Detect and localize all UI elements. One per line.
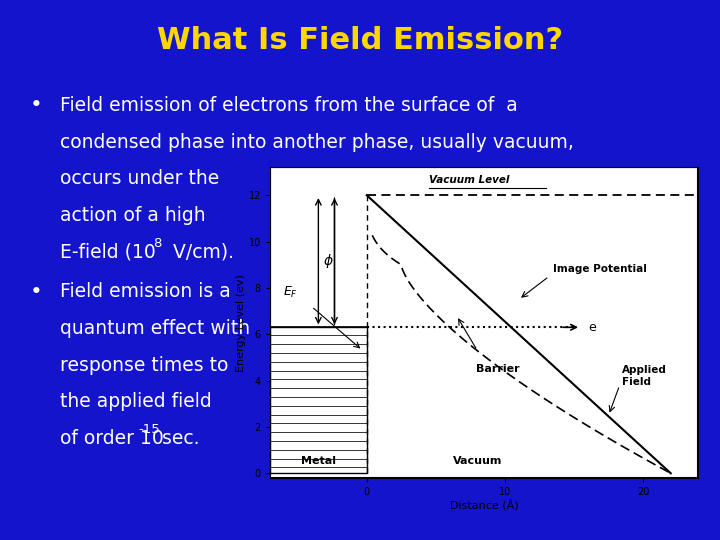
Text: response times to: response times to bbox=[60, 355, 229, 375]
Polygon shape bbox=[270, 327, 366, 473]
Y-axis label: Energy Level (ev): Energy Level (ev) bbox=[236, 274, 246, 372]
Text: condensed phase into another phase, usually vacuum,: condensed phase into another phase, usua… bbox=[60, 132, 575, 152]
Text: Field emission is a: Field emission is a bbox=[60, 282, 231, 301]
X-axis label: Distance (Å): Distance (Å) bbox=[450, 500, 518, 511]
Text: Barrier: Barrier bbox=[476, 364, 520, 374]
Text: V/cm).: V/cm). bbox=[167, 242, 234, 262]
Text: •: • bbox=[30, 281, 43, 302]
Text: What Is Field Emission?: What Is Field Emission? bbox=[157, 26, 563, 55]
Text: of order 10: of order 10 bbox=[60, 429, 164, 448]
Text: action of a high: action of a high bbox=[60, 206, 206, 225]
Text: •: • bbox=[30, 95, 43, 116]
Text: Metal: Metal bbox=[301, 456, 336, 467]
Text: Applied
Field: Applied Field bbox=[622, 365, 667, 387]
Text: e: e bbox=[588, 321, 595, 334]
Text: occurs under the: occurs under the bbox=[60, 169, 220, 188]
Text: 8: 8 bbox=[153, 237, 161, 250]
Text: the applied field: the applied field bbox=[60, 392, 212, 411]
Text: sec.: sec. bbox=[156, 429, 199, 448]
Text: $\phi$: $\phi$ bbox=[323, 252, 333, 270]
Text: -15: -15 bbox=[138, 423, 160, 436]
Text: $E_F$: $E_F$ bbox=[283, 285, 298, 300]
Text: Field emission of electrons from the surface of  a: Field emission of electrons from the sur… bbox=[60, 96, 518, 115]
Text: Image Potential: Image Potential bbox=[553, 265, 647, 274]
Text: E-field (10: E-field (10 bbox=[60, 242, 156, 262]
Text: quantum effect with: quantum effect with bbox=[60, 319, 251, 338]
Text: Vacuum: Vacuum bbox=[453, 456, 502, 467]
Text: Vacuum Level: Vacuum Level bbox=[429, 175, 509, 185]
